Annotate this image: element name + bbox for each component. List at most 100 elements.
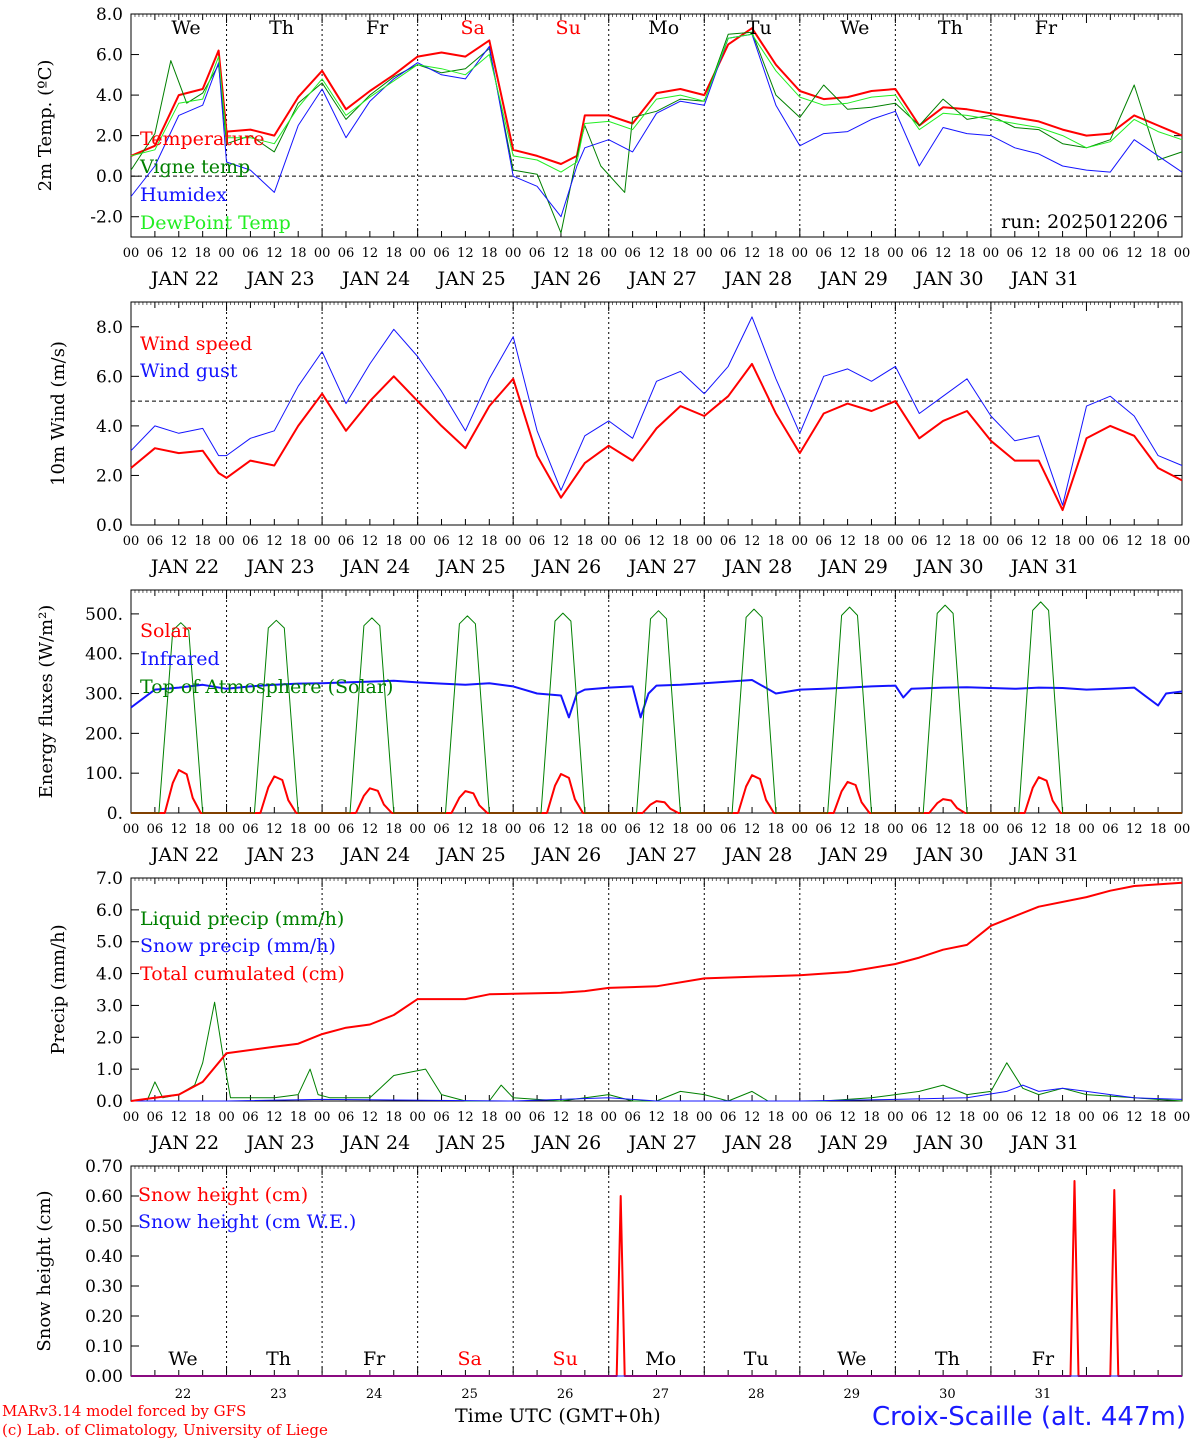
y-tick-label: 400. bbox=[85, 645, 123, 665]
x-tick-label: 12 bbox=[553, 822, 570, 837]
weekday-label: Fr bbox=[363, 1348, 386, 1370]
x-tick-label: 12 bbox=[1126, 246, 1143, 261]
series-line-snow-height-cm- bbox=[131, 1180, 1182, 1377]
x-tick-label: 18 bbox=[768, 246, 785, 261]
x-tick-label: 00 bbox=[792, 246, 809, 261]
day-number-label: 22 bbox=[175, 1387, 192, 1400]
legend-entry: Snow precip (mm/h) bbox=[140, 935, 336, 957]
x-tick-label: 00 bbox=[983, 246, 1000, 261]
x-tick-label: 06 bbox=[147, 246, 164, 261]
x-tick-label: 12 bbox=[1030, 1110, 1047, 1125]
x-tick-label: 06 bbox=[1007, 1110, 1024, 1125]
lab-credit: (c) Lab. of Climatology, University of L… bbox=[2, 1421, 328, 1439]
panel-5: 0.70 0.60 0.50 0.40 0.30 0.20 0.10 0.00 Snow hei… bbox=[34, 1157, 1183, 1402]
y-tick-label: 1.0 bbox=[96, 1060, 123, 1080]
date-label: JAN 25 bbox=[436, 1132, 506, 1154]
weekday-label: Th bbox=[269, 17, 294, 39]
x-tick-label: 18 bbox=[1150, 822, 1167, 837]
weekday-label: Sa bbox=[460, 17, 484, 39]
legend-entry: Wind speed bbox=[140, 333, 252, 355]
date-label: JAN 27 bbox=[627, 1132, 697, 1154]
x-tick-label: 00 bbox=[1174, 1110, 1191, 1125]
x-tick-label: 18 bbox=[385, 534, 402, 549]
y-tick-label: 0.0 bbox=[96, 516, 123, 536]
y-tick-label: 0. bbox=[107, 804, 123, 824]
day-number-label: 23 bbox=[270, 1387, 287, 1400]
x-tick-label: 00 bbox=[983, 534, 1000, 549]
y-tick-label: 4.0 bbox=[96, 417, 123, 437]
date-label: JAN 24 bbox=[340, 844, 410, 866]
series-line-temperature bbox=[130, 27, 1183, 165]
x-tick-label: 06 bbox=[1007, 534, 1024, 549]
weekday-label: Th bbox=[266, 1348, 291, 1370]
x-tick-label: 00 bbox=[409, 246, 426, 261]
weekday-label: Tu bbox=[747, 17, 772, 39]
x-tick-label: 18 bbox=[194, 246, 211, 261]
x-tick-label: 06 bbox=[338, 246, 355, 261]
x-tick-label: 06 bbox=[624, 534, 641, 549]
x-tick-label: 00 bbox=[887, 822, 904, 837]
x-tick-label: 00 bbox=[505, 246, 522, 261]
x-tick-label: 06 bbox=[242, 534, 259, 549]
y-axis-label: 10m Wind (m/s) bbox=[48, 341, 69, 486]
x-tick-label: 18 bbox=[577, 246, 594, 261]
y-tick-label: 8.0 bbox=[96, 318, 123, 338]
x-tick-label: 06 bbox=[433, 246, 450, 261]
x-tick-label: 12 bbox=[839, 246, 856, 261]
x-tick-label: 06 bbox=[1007, 246, 1024, 261]
series-line-wind-gust bbox=[130, 316, 1183, 506]
x-tick-label: 00 bbox=[792, 534, 809, 549]
x-tick-label: 18 bbox=[290, 822, 307, 837]
x-tick-label: 12 bbox=[362, 534, 379, 549]
x-tick-label: 00 bbox=[600, 822, 617, 837]
x-tick-label: 18 bbox=[194, 534, 211, 549]
x-tick-label: 18 bbox=[577, 822, 594, 837]
y-tick-label: 0.70 bbox=[85, 1157, 123, 1177]
date-label: JAN 31 bbox=[1009, 1132, 1079, 1154]
y-axis-label: 2m Temp. (ºC) bbox=[35, 60, 56, 192]
x-tick-label: 00 bbox=[983, 1110, 1000, 1125]
date-label: JAN 29 bbox=[818, 556, 888, 578]
x-tick-label: 00 bbox=[600, 246, 617, 261]
x-tick-label: 12 bbox=[935, 822, 952, 837]
x-tick-label: 12 bbox=[1126, 1110, 1143, 1125]
legend-entry: Total cumulated (cm) bbox=[140, 963, 345, 985]
x-tick-label: 12 bbox=[457, 822, 474, 837]
weekday-label: Mo bbox=[648, 17, 679, 39]
y-tick-label: 200. bbox=[85, 724, 123, 744]
x-tick-label: 06 bbox=[1102, 246, 1119, 261]
x-tick-label: 18 bbox=[959, 534, 976, 549]
x-tick-label: 18 bbox=[385, 246, 402, 261]
x-tick-label: 12 bbox=[1030, 246, 1047, 261]
x-tick-label: 18 bbox=[768, 534, 785, 549]
x-tick-label: 06 bbox=[147, 1110, 164, 1125]
x-tick-label: 00 bbox=[887, 534, 904, 549]
x-tick-label: 00 bbox=[696, 246, 713, 261]
y-tick-label: 7.0 bbox=[96, 869, 123, 889]
x-tick-label: 00 bbox=[123, 822, 140, 837]
date-label: JAN 27 bbox=[627, 844, 697, 866]
x-tick-label: 18 bbox=[959, 1110, 976, 1125]
x-tick-label: 06 bbox=[911, 534, 928, 549]
y-tick-label: 0.10 bbox=[85, 1337, 123, 1357]
x-tick-label: 06 bbox=[624, 246, 641, 261]
x-tick-label: 12 bbox=[457, 534, 474, 549]
panel-4: 7.0 6.0 5.0 4.0 3.0 2.0 1.0 0.0 Precip (mm/h) Liq… bbox=[48, 869, 1190, 1154]
x-tick-label: 18 bbox=[672, 1110, 689, 1125]
y-tick-label: 4.0 bbox=[96, 965, 123, 985]
x-tick-label: 18 bbox=[768, 822, 785, 837]
day-number-label: 27 bbox=[652, 1387, 669, 1400]
x-tick-label: 12 bbox=[839, 534, 856, 549]
x-tick-label: 06 bbox=[624, 1110, 641, 1125]
x-tick-label: 18 bbox=[481, 246, 498, 261]
weekday-label: We bbox=[840, 17, 869, 39]
y-axis-label: Energy fluxes (W/m²) bbox=[36, 605, 57, 799]
y-tick-label: 0.40 bbox=[85, 1247, 123, 1267]
x-tick-label: 06 bbox=[815, 534, 832, 549]
x-tick-label: 00 bbox=[314, 246, 331, 261]
panel-1: 8.0 6.0 4.0 2.0 0.0 -2.0 2m Temp. (ºC) Temperat… bbox=[35, 5, 1190, 290]
x-tick-label: 06 bbox=[147, 822, 164, 837]
weekday-label: Tu bbox=[744, 1348, 769, 1370]
series-line-humidex bbox=[130, 33, 1183, 218]
